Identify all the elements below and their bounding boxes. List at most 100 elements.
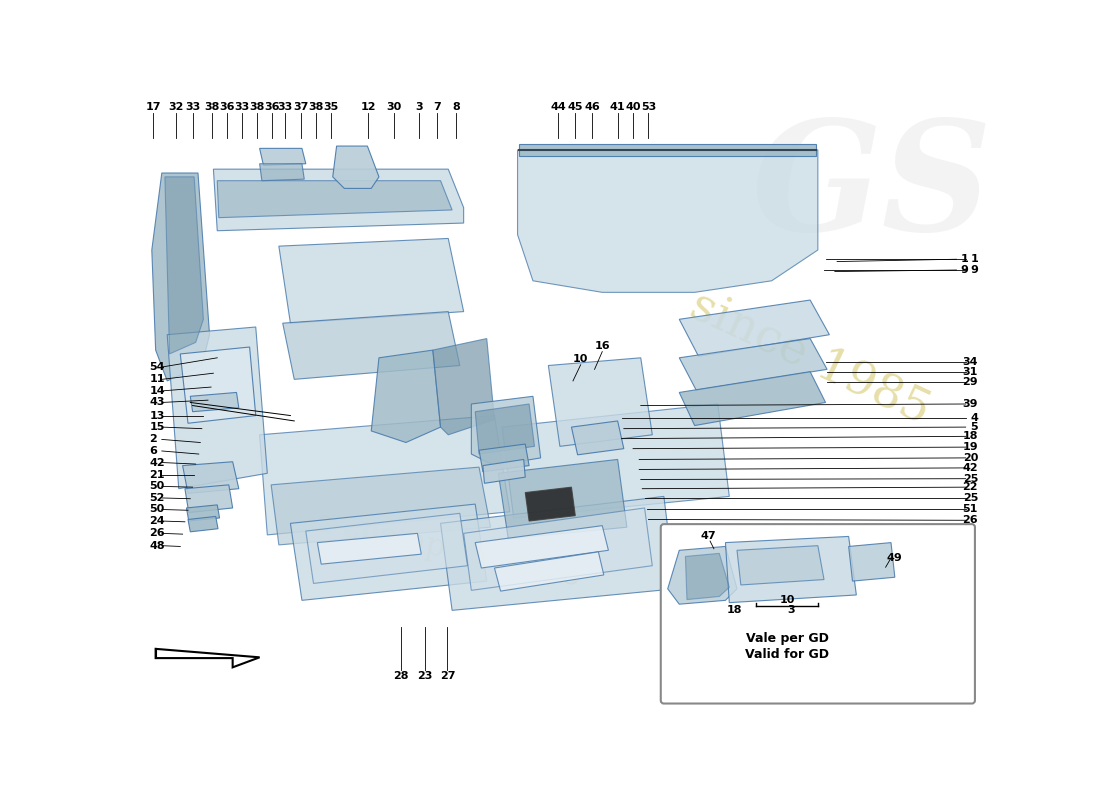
Text: 50: 50 [150, 505, 165, 514]
Polygon shape [156, 649, 260, 667]
Text: 19: 19 [962, 442, 978, 452]
Text: 47: 47 [701, 531, 716, 542]
Text: 30: 30 [387, 102, 402, 112]
Text: 5: 5 [970, 422, 978, 432]
Text: 52: 52 [150, 493, 165, 503]
Polygon shape [548, 358, 652, 446]
Polygon shape [318, 534, 421, 564]
Polygon shape [186, 505, 220, 521]
Polygon shape [495, 552, 604, 591]
Polygon shape [849, 542, 895, 581]
Text: 4: 4 [970, 413, 978, 423]
Text: 33: 33 [277, 102, 293, 112]
Polygon shape [475, 404, 535, 454]
Text: 49: 49 [887, 553, 903, 563]
Polygon shape [685, 554, 729, 599]
Polygon shape [737, 546, 824, 585]
Text: 29: 29 [962, 378, 978, 387]
Text: 38: 38 [308, 102, 323, 112]
Polygon shape [213, 169, 464, 230]
Text: 41: 41 [609, 102, 626, 112]
Polygon shape [167, 327, 267, 489]
Text: 31: 31 [962, 366, 978, 377]
Polygon shape [498, 459, 627, 538]
Text: 46: 46 [584, 102, 601, 112]
Text: 38: 38 [205, 102, 220, 112]
Polygon shape [180, 347, 255, 423]
Text: 12: 12 [361, 102, 376, 112]
Text: 26: 26 [150, 528, 165, 538]
Polygon shape [680, 300, 829, 356]
Polygon shape [260, 415, 510, 535]
Text: 27: 27 [440, 671, 455, 681]
Polygon shape [332, 146, 378, 188]
Text: GS: GS [751, 114, 992, 263]
Polygon shape [433, 338, 495, 435]
Polygon shape [290, 504, 486, 600]
Text: 2: 2 [150, 434, 157, 445]
Text: 36: 36 [220, 102, 235, 112]
Polygon shape [218, 181, 452, 218]
Polygon shape [572, 421, 624, 455]
Polygon shape [726, 537, 856, 602]
Text: 39: 39 [962, 399, 978, 409]
Polygon shape [188, 517, 218, 532]
Polygon shape [190, 393, 239, 412]
Text: 13: 13 [150, 410, 165, 421]
Text: 38: 38 [250, 102, 265, 112]
Text: 28: 28 [393, 671, 408, 681]
Polygon shape [165, 177, 204, 354]
Text: 45: 45 [568, 102, 583, 112]
Polygon shape [480, 444, 529, 472]
Text: 33: 33 [185, 102, 200, 112]
Polygon shape [483, 459, 526, 483]
Text: 44: 44 [550, 102, 566, 112]
Text: 14: 14 [150, 386, 165, 396]
Text: 25: 25 [962, 474, 978, 484]
Polygon shape [306, 514, 468, 583]
Polygon shape [372, 350, 440, 442]
Text: Valid for GD: Valid for GD [745, 648, 829, 661]
Text: 50: 50 [150, 482, 165, 491]
Text: since 1985: since 1985 [683, 282, 937, 433]
Text: 21: 21 [150, 470, 165, 480]
Text: 9: 9 [970, 265, 978, 275]
Text: 7: 7 [433, 102, 441, 112]
Polygon shape [185, 485, 233, 513]
Text: 42: 42 [962, 463, 978, 473]
Text: 20: 20 [962, 453, 978, 463]
Text: 17: 17 [145, 102, 161, 112]
Text: 53: 53 [641, 102, 656, 112]
Text: 11: 11 [150, 374, 165, 384]
Text: 42: 42 [150, 458, 165, 467]
Text: 33: 33 [234, 102, 250, 112]
Polygon shape [472, 396, 541, 466]
Text: 3: 3 [415, 102, 422, 112]
Text: 34: 34 [962, 357, 978, 366]
Text: 43: 43 [150, 398, 165, 407]
Polygon shape [260, 148, 306, 166]
Text: 10: 10 [780, 595, 794, 606]
Text: 16: 16 [594, 342, 610, 351]
Text: Vale per GD: Vale per GD [746, 632, 828, 646]
Polygon shape [283, 312, 460, 379]
Polygon shape [152, 173, 209, 381]
Text: 1: 1 [970, 254, 978, 264]
Text: 35: 35 [323, 102, 339, 112]
Text: 9: 9 [960, 265, 968, 275]
Text: 40: 40 [625, 102, 641, 112]
Text: 6: 6 [150, 446, 157, 456]
Polygon shape [517, 150, 818, 292]
Polygon shape [526, 487, 575, 521]
Polygon shape [680, 338, 827, 390]
Text: 23: 23 [418, 671, 432, 681]
Polygon shape [475, 526, 608, 568]
Text: 3: 3 [788, 606, 794, 615]
Text: 1: 1 [960, 254, 968, 264]
FancyBboxPatch shape [661, 524, 975, 703]
Text: 8: 8 [452, 102, 460, 112]
Polygon shape [183, 462, 239, 494]
Polygon shape [680, 372, 825, 426]
Text: 37: 37 [294, 102, 309, 112]
Text: 26: 26 [962, 515, 978, 526]
